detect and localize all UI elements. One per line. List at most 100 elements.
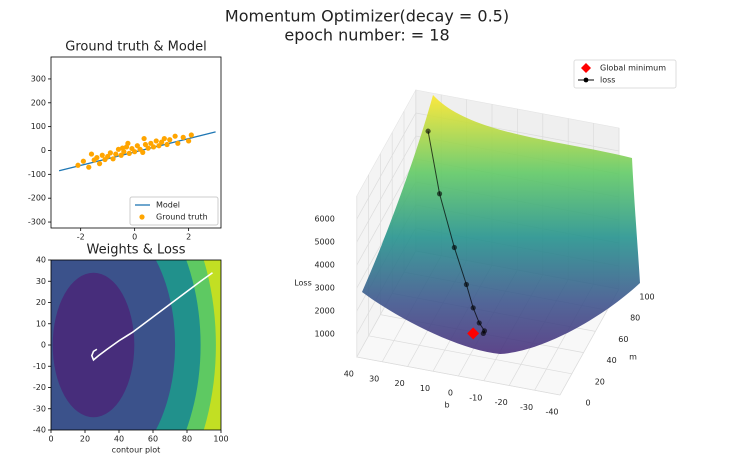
- x-tick-label: -10: [469, 393, 482, 402]
- data-point: [180, 134, 186, 140]
- loss-point: [451, 244, 457, 251]
- data-point: [134, 143, 140, 149]
- y-tick-label: -20: [33, 383, 46, 392]
- data-point: [175, 140, 181, 146]
- x-tick-label: 80: [182, 435, 192, 444]
- y-tick-label: 40: [607, 356, 617, 365]
- y-tick-label: 0: [41, 341, 46, 350]
- data-point: [126, 150, 132, 156]
- global-minimum: [467, 327, 480, 340]
- data-point: [115, 146, 122, 152]
- x-axis-label: contour plot: [112, 446, 161, 455]
- x-tick-label: -20: [495, 398, 508, 407]
- grid-line: [368, 335, 572, 375]
- loss-point: [463, 281, 469, 288]
- data-point: [105, 153, 111, 160]
- z-tick-label: 6000: [314, 215, 334, 224]
- data-point: [113, 151, 119, 157]
- data-point: [121, 149, 127, 155]
- data-point: [132, 149, 138, 155]
- y-tick-label: 10: [36, 319, 46, 328]
- data-point: [118, 152, 124, 158]
- y-tick-label: -200: [28, 194, 46, 203]
- axes-frame: [50, 56, 222, 229]
- data-point: [140, 149, 146, 155]
- loss-point: [470, 305, 476, 311]
- x-tick-label: -2: [77, 233, 85, 242]
- axes-frame: [50, 259, 222, 431]
- loss-point: [480, 330, 486, 337]
- data-point: [167, 137, 173, 143]
- loss-point: [436, 191, 443, 197]
- legend-label: loss: [600, 76, 615, 85]
- data-point: [145, 145, 151, 151]
- data-point: [86, 164, 92, 170]
- z-tick-label: 1000: [314, 330, 334, 339]
- legend-box: [573, 59, 677, 89]
- x-tick-label: 20: [395, 379, 405, 388]
- data-point: [153, 138, 159, 144]
- axes-title: Weights & Loss: [87, 243, 186, 258]
- y-tick-label: 300: [31, 74, 46, 83]
- figure-title: Momentum Optimizer(decay = 0.5): [225, 7, 509, 26]
- y-tick-label: -30: [33, 404, 46, 413]
- y-tick-label: 0: [41, 146, 46, 155]
- loss-surface: [362, 95, 640, 354]
- data-point: [148, 140, 154, 146]
- data-point: [94, 155, 100, 161]
- data-point: [186, 138, 192, 144]
- z-tick-label: 5000: [314, 238, 334, 247]
- loss-point: [476, 320, 482, 326]
- z-axis-label: Loss: [294, 279, 312, 288]
- loss-point: [425, 128, 431, 134]
- axes-title: Ground truth & Model: [65, 40, 206, 55]
- model-line: [58, 131, 216, 172]
- x-tick-label: 2: [186, 233, 191, 242]
- y-tick-label: 100: [31, 122, 46, 131]
- optimizer-path: [90, 272, 213, 362]
- z-tick-label: 3000: [314, 284, 334, 293]
- figure-subtitle: epoch number: = 18: [284, 26, 449, 45]
- data-point: [156, 143, 162, 149]
- data-point: [96, 161, 103, 167]
- data-point: [125, 140, 131, 146]
- y-tick-label: 20: [595, 377, 605, 386]
- z-tick-label: 2000: [314, 307, 334, 316]
- x-tick-label: 60: [148, 435, 158, 444]
- legend-label: Ground truth: [156, 213, 208, 222]
- x-tick-label: -30: [520, 403, 533, 412]
- y-tick-label: -10: [33, 362, 46, 371]
- grid-line: [356, 158, 417, 266]
- data-point: [150, 144, 157, 150]
- x-tick-label: 30: [369, 374, 379, 383]
- legend-box: [129, 196, 219, 226]
- data-point: [161, 135, 167, 142]
- z-tick-label: 4000: [314, 261, 334, 270]
- legend-swatch: [581, 63, 591, 73]
- data-point: [141, 135, 147, 142]
- x-tick-label: 0: [132, 233, 137, 242]
- contour-area: [51, 260, 221, 430]
- grid-line: [356, 356, 561, 396]
- y-tick-label: -300: [28, 218, 46, 227]
- data-point: [88, 151, 95, 157]
- data-point: [188, 132, 194, 138]
- y-tick-label: 30: [36, 277, 46, 286]
- legend-label: Model: [156, 201, 180, 210]
- x-axis-label: b: [444, 401, 449, 410]
- data-point: [172, 133, 178, 139]
- data-point: [80, 158, 86, 164]
- x-tick-label: 40: [344, 370, 354, 379]
- y-tick-label: 20: [36, 298, 46, 307]
- x-tick-label: 10: [420, 384, 430, 393]
- legend-swatch: [583, 77, 589, 83]
- grid-line: [356, 112, 417, 220]
- x-tick-label: 0: [448, 389, 453, 398]
- data-point: [159, 139, 165, 145]
- y-tick-label: 60: [618, 335, 628, 344]
- data-point: [164, 141, 170, 148]
- y-tick-label: 0: [585, 399, 590, 408]
- x-tick-label: 20: [80, 435, 90, 444]
